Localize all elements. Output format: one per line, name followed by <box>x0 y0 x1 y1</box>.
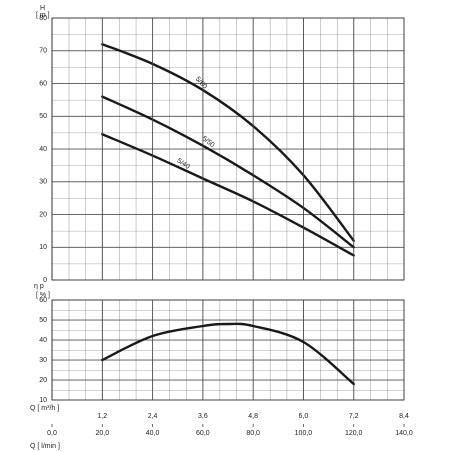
y-tick-label: 60 <box>39 80 47 87</box>
x-tick-label: 8,4 <box>399 413 409 420</box>
y-tick-label: 20 <box>39 377 47 384</box>
y-tick-label: 20 <box>39 211 47 218</box>
x-tick-label: 7,2 <box>349 413 359 420</box>
x2-tick-label: 20,0 <box>95 430 109 437</box>
y-axis-unit: [ m ] <box>36 12 50 19</box>
y-tick-label: 50 <box>39 113 47 120</box>
x2-tick-label: 120,0 <box>345 430 363 437</box>
y-tick-label: 60 <box>39 297 47 304</box>
y-tick-label: 80 <box>39 15 47 22</box>
x2-tick-label: 100,0 <box>295 430 313 437</box>
x-tick-label: 1,2 <box>97 413 107 420</box>
curve <box>101 322 355 386</box>
x-tick-label: 6,0 <box>299 413 309 420</box>
minor-grid <box>52 300 404 400</box>
y-tick-label: 40 <box>39 337 47 344</box>
curve <box>101 133 355 257</box>
y-tick-label: 70 <box>39 48 47 55</box>
x-tick-label: 2,4 <box>148 413 158 420</box>
curve <box>101 95 355 249</box>
y-tick-label: 10 <box>39 397 47 404</box>
x2-tick-label: 140,0 <box>395 430 413 437</box>
x-axis-label: Q [ m³/h ] <box>30 405 59 412</box>
y-axis-label: η p <box>34 283 44 290</box>
x-tick-label: 4,8 <box>248 413 258 420</box>
x2-tick-label: 80,0 <box>246 430 260 437</box>
x-tick-label: 3,6 <box>198 413 208 420</box>
y-tick-label: 30 <box>39 357 47 364</box>
y-tick-label: 30 <box>39 179 47 186</box>
x2-tick-label: 0,0 <box>47 430 57 437</box>
y-axis-unit: [ % ] <box>36 292 50 299</box>
x2-tick-label: 40,0 <box>146 430 160 437</box>
x2-tick-label: 60,0 <box>196 430 210 437</box>
y-tick-label: 50 <box>39 317 47 324</box>
x2-axis-label: Q [ l/min ] <box>30 443 60 450</box>
y-tick-label: 10 <box>39 244 47 251</box>
y-tick-label: 0 <box>43 277 47 284</box>
curve <box>101 43 355 242</box>
y-tick-label: 40 <box>39 146 47 153</box>
y-axis-label: H <box>40 5 45 12</box>
